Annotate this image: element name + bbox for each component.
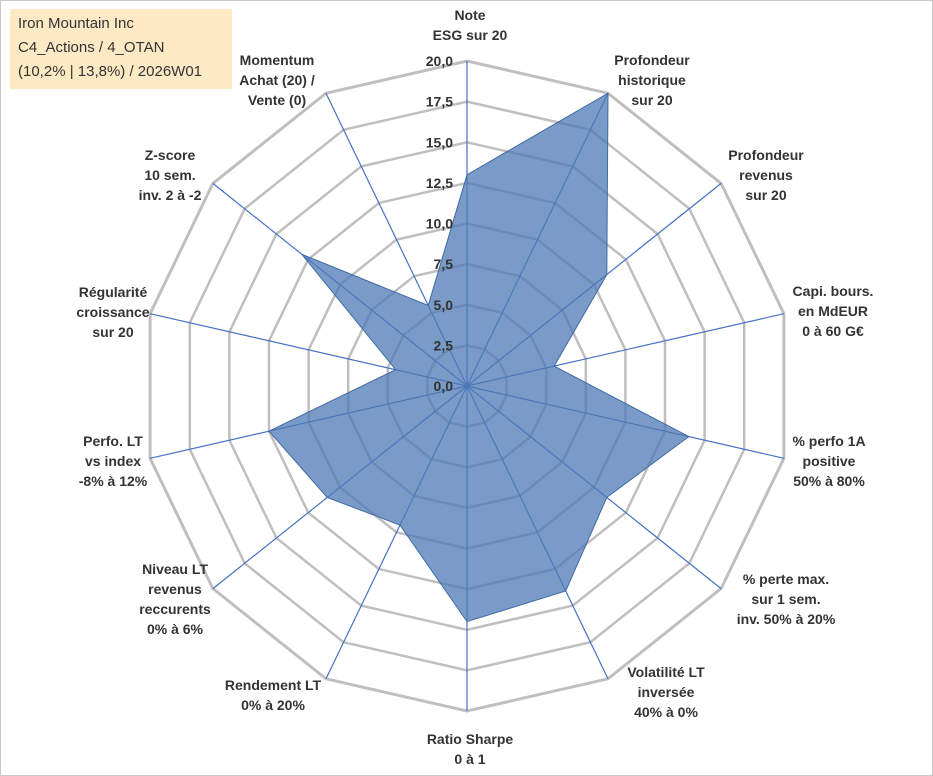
radar-tick-labels: 0,0 2,5 5,0 7,5 10,0 12,5 15,0 17,5 20,0 xyxy=(426,53,453,394)
axis-label-7: Ratio Sharpe 0 à 1 xyxy=(427,731,514,767)
axis-label-3-line-0: Capi. bours. xyxy=(793,283,874,299)
radar-axis-labels: Note ESG sur 20 Profondeur historique sur 20… xyxy=(76,7,873,767)
axis-label-1-line-0: Profondeur xyxy=(614,52,690,68)
axis-label-6-line-1: inversée xyxy=(638,684,695,700)
axis-label-3-line-2: 0 à 60 G€ xyxy=(802,323,864,339)
axis-label-4-line-2: 50% à 80% xyxy=(793,473,865,489)
axis-label-7-line-1: 0 à 1 xyxy=(454,751,485,767)
axis-label-9: Niveau LT revenus reccurents 0% à 6% xyxy=(139,561,211,637)
axis-label-1-line-1: historique xyxy=(618,72,686,88)
axis-label-5-line-1: sur 1 sem. xyxy=(751,591,820,607)
tick-label-4: 10,0 xyxy=(426,216,453,232)
tick-label-0: 0,0 xyxy=(434,378,454,394)
axis-label-7-line-0: Ratio Sharpe xyxy=(427,731,514,747)
chart-title-line-2: C4_Actions / 4_OTAN xyxy=(18,39,165,56)
axis-label-0: Note ESG sur 20 xyxy=(433,7,508,43)
axis-label-11: Régularité croissance sur 20 xyxy=(76,284,149,340)
axis-label-1-line-2: sur 20 xyxy=(631,92,672,108)
axis-label-8-line-0: Rendement LT xyxy=(225,677,322,693)
axis-label-10-line-2: -8% à 12% xyxy=(79,473,148,489)
axis-label-11-line-0: Régularité xyxy=(79,284,148,300)
axis-label-13-line-0: Momentum xyxy=(240,52,315,68)
tick-label-7: 17,5 xyxy=(426,94,453,110)
radar-series xyxy=(268,92,690,623)
axis-label-9-line-0: Niveau LT xyxy=(142,561,208,577)
tick-label-8: 20,0 xyxy=(426,53,453,69)
tick-label-1: 2,5 xyxy=(434,337,454,353)
axis-label-11-line-2: sur 20 xyxy=(92,324,133,340)
axis-label-1: Profondeur historique sur 20 xyxy=(614,52,690,108)
series-area xyxy=(268,92,690,623)
tick-label-2: 5,0 xyxy=(434,297,454,313)
axis-label-6: Volatilité LT inversée 40% à 0% xyxy=(627,664,705,720)
chart-title-box: Iron Mountain Inc C4_Actions / 4_OTAN (1… xyxy=(10,9,232,89)
axis-label-9-line-1: revenus xyxy=(148,581,202,597)
axis-label-5-line-2: inv. 50% à 20% xyxy=(737,611,836,627)
axis-label-2: Profondeur revenus sur 20 xyxy=(728,147,804,203)
axis-label-11-line-1: croissance xyxy=(76,304,149,320)
tick-label-3: 7,5 xyxy=(434,256,454,272)
axis-label-0-line-0: Note xyxy=(454,7,485,23)
axis-label-4-line-0: % perfo 1A xyxy=(792,433,865,449)
axis-label-12-line-0: Z-score xyxy=(145,147,196,163)
axis-label-3: Capi. bours. en MdEUR 0 à 60 G€ xyxy=(793,283,874,339)
chart-title-line-1: Iron Mountain Inc xyxy=(18,15,134,32)
axis-label-5: % perte max. sur 1 sem. inv. 50% à 20% xyxy=(737,571,836,627)
axis-label-9-line-3: 0% à 6% xyxy=(147,621,204,637)
axis-label-8-line-1: 0% à 20% xyxy=(241,697,305,713)
axis-label-10-line-0: Perfo. LT xyxy=(83,433,143,449)
axis-label-5-line-0: % perte max. xyxy=(743,571,829,587)
axis-label-6-line-0: Volatilité LT xyxy=(627,664,705,680)
axis-label-8: Rendement LT 0% à 20% xyxy=(225,677,322,713)
axis-label-4: % perfo 1A positive 50% à 80% xyxy=(792,433,865,489)
axis-label-2-line-0: Profondeur xyxy=(728,147,804,163)
tick-label-5: 12,5 xyxy=(426,175,453,191)
axis-label-13-line-1: Achat (20) / xyxy=(239,72,315,88)
chart-title-line-3: (10,2% | 13,8%) / 2026W01 xyxy=(18,63,202,80)
axis-label-3-line-1: en MdEUR xyxy=(798,303,868,319)
axis-label-10: Perfo. LT vs index -8% à 12% xyxy=(79,433,148,489)
axis-label-2-line-2: sur 20 xyxy=(745,187,786,203)
axis-label-12-line-2: inv. 2 à -2 xyxy=(139,187,202,203)
axis-label-12: Z-score 10 sem. inv. 2 à -2 xyxy=(139,147,202,203)
axis-label-6-line-2: 40% à 0% xyxy=(634,704,698,720)
axis-label-10-line-1: vs index xyxy=(85,453,141,469)
axis-label-13: Momentum Achat (20) / Vente (0) xyxy=(239,52,315,108)
axis-label-4-line-1: positive xyxy=(803,453,856,469)
axis-label-2-line-1: revenus xyxy=(739,167,793,183)
axis-label-13-line-2: Vente (0) xyxy=(248,92,306,108)
tick-label-6: 15,0 xyxy=(426,134,453,150)
axis-label-0-line-1: ESG sur 20 xyxy=(433,27,508,43)
axis-label-9-line-2: reccurents xyxy=(139,601,211,617)
axis-label-12-line-1: 10 sem. xyxy=(144,167,195,183)
